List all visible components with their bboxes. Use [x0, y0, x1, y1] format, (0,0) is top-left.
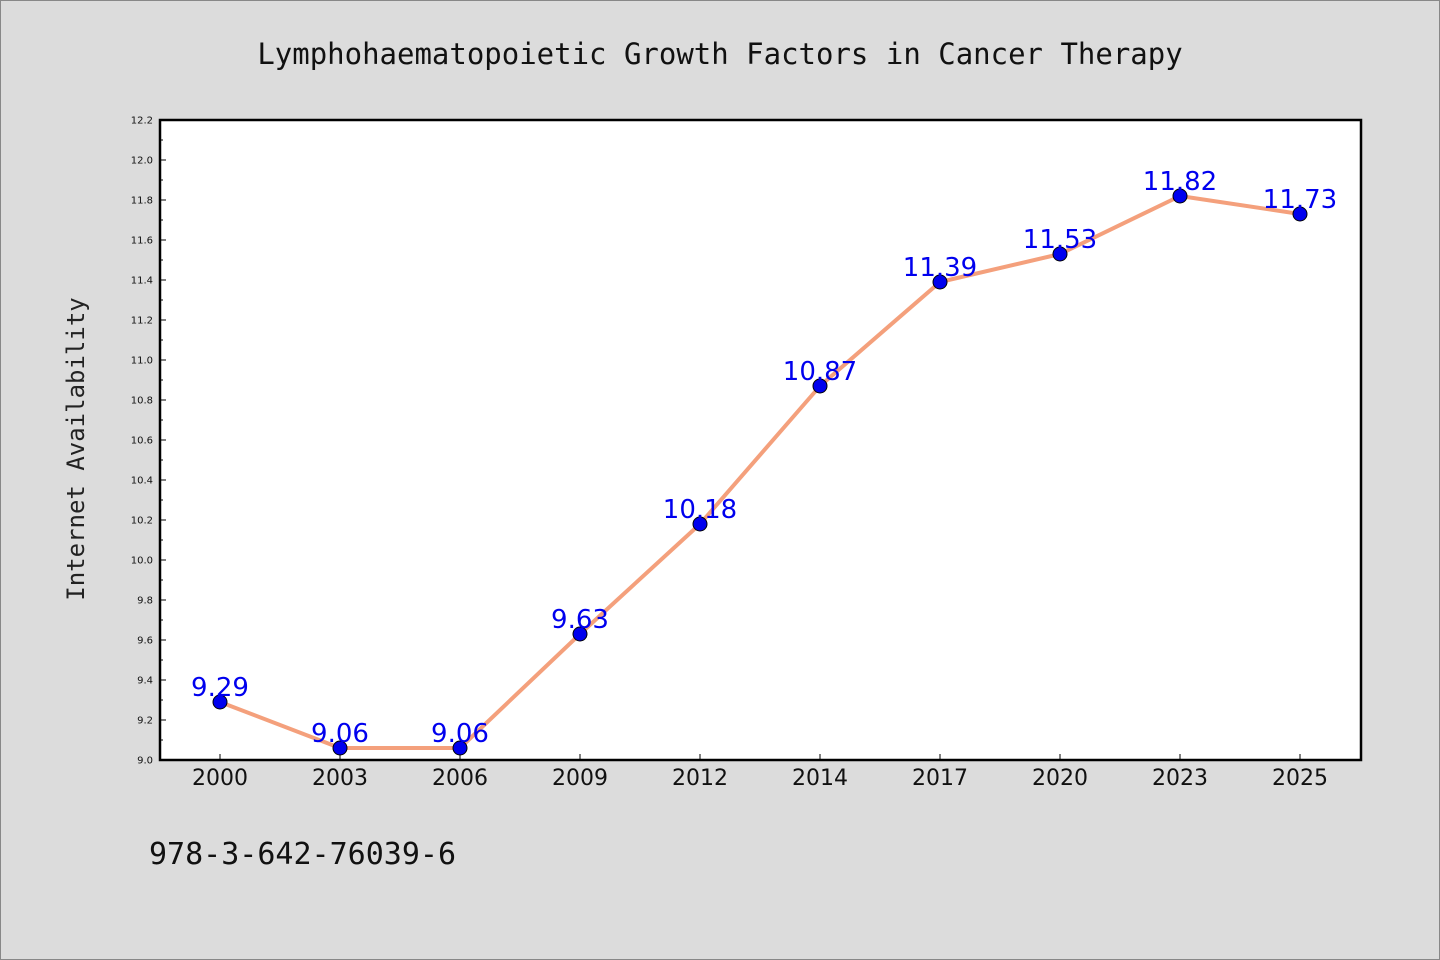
y-tick-label: 11.0 — [131, 356, 153, 367]
y-tick-label: 9.2 — [137, 716, 153, 727]
y-tick-label: 10.8 — [131, 396, 153, 407]
y-axis-label: Internet Availability — [62, 297, 90, 600]
x-tick-label: 2009 — [552, 766, 608, 791]
x-tick-label: 2025 — [1272, 766, 1328, 791]
y-tick-label: 11.4 — [131, 276, 153, 287]
y-tick-label: 9.4 — [137, 676, 153, 687]
data-point — [812, 378, 828, 394]
data-label: 9.29 — [191, 673, 249, 703]
data-label: 10.87 — [783, 357, 857, 387]
data-point — [332, 740, 348, 756]
chart-title: Lymphohaematopoietic Growth Factors in C… — [257, 37, 1182, 71]
y-tick-label: 11.8 — [131, 196, 153, 207]
series-line — [218, 194, 1302, 750]
data-label: 10.18 — [663, 495, 737, 525]
x-tick-label: 2023 — [1152, 766, 1208, 791]
x-axis: 2000 2003 2006 2009 2012 2014 2017 2020 2023 2025 — [192, 754, 1328, 791]
data-label: 11.73 — [1263, 185, 1337, 215]
data-label: 9.06 — [431, 719, 489, 749]
y-tick-label: 10.4 — [131, 476, 153, 487]
y-tick-label: 12.0 — [131, 156, 153, 167]
x-tick-label: 2020 — [1032, 766, 1088, 791]
x-tick-label: 2003 — [312, 766, 368, 791]
x-tick-label: 2006 — [432, 766, 488, 791]
data-point — [1052, 246, 1068, 262]
y-tick-label: 11.2 — [131, 316, 153, 327]
series-layer — [212, 188, 1308, 756]
x-tick-label: 2017 — [912, 766, 968, 791]
x-tick-label: 2014 — [792, 766, 848, 791]
data-point — [1172, 188, 1188, 204]
data-point — [692, 516, 708, 532]
data-label: 9.63 — [551, 605, 609, 635]
y-tick-label: 10.0 — [131, 556, 153, 567]
y-tick-label: 10.6 — [131, 436, 153, 447]
data-point — [452, 740, 468, 756]
plot-area — [158, 118, 1363, 762]
y-tick-label: 9.8 — [137, 596, 153, 607]
y-tick-label: 10.2 — [131, 516, 153, 527]
data-point — [572, 626, 588, 642]
data-label: 11.53 — [1023, 225, 1097, 255]
y-tick-label: 9.0 — [137, 756, 153, 767]
x-tick-label: 2000 — [192, 766, 248, 791]
data-label: 11.82 — [1143, 167, 1217, 197]
x-tick-label: 2012 — [672, 766, 728, 791]
data-point — [932, 274, 948, 290]
data-label: 11.39 — [903, 253, 977, 283]
data-point — [212, 694, 228, 710]
y-tick-label: 12.2 — [131, 116, 153, 127]
y-axis: 9.0 9.2 9.4 9.6 9.8 10.0 10.2 10.4 10.6 10.8 11.0 1… — [131, 116, 166, 767]
data-labels: 9.29 9.06 9.06 9.63 10.18 10.87 11.39 11.53 11.8… — [191, 167, 1337, 749]
y-tick-label: 11.6 — [131, 236, 153, 247]
y-tick-label: 9.6 — [137, 636, 153, 647]
data-point — [1292, 206, 1308, 222]
isbn-annotation: 978-3-642-76039-6 — [149, 837, 456, 872]
data-label: 9.06 — [311, 719, 369, 749]
